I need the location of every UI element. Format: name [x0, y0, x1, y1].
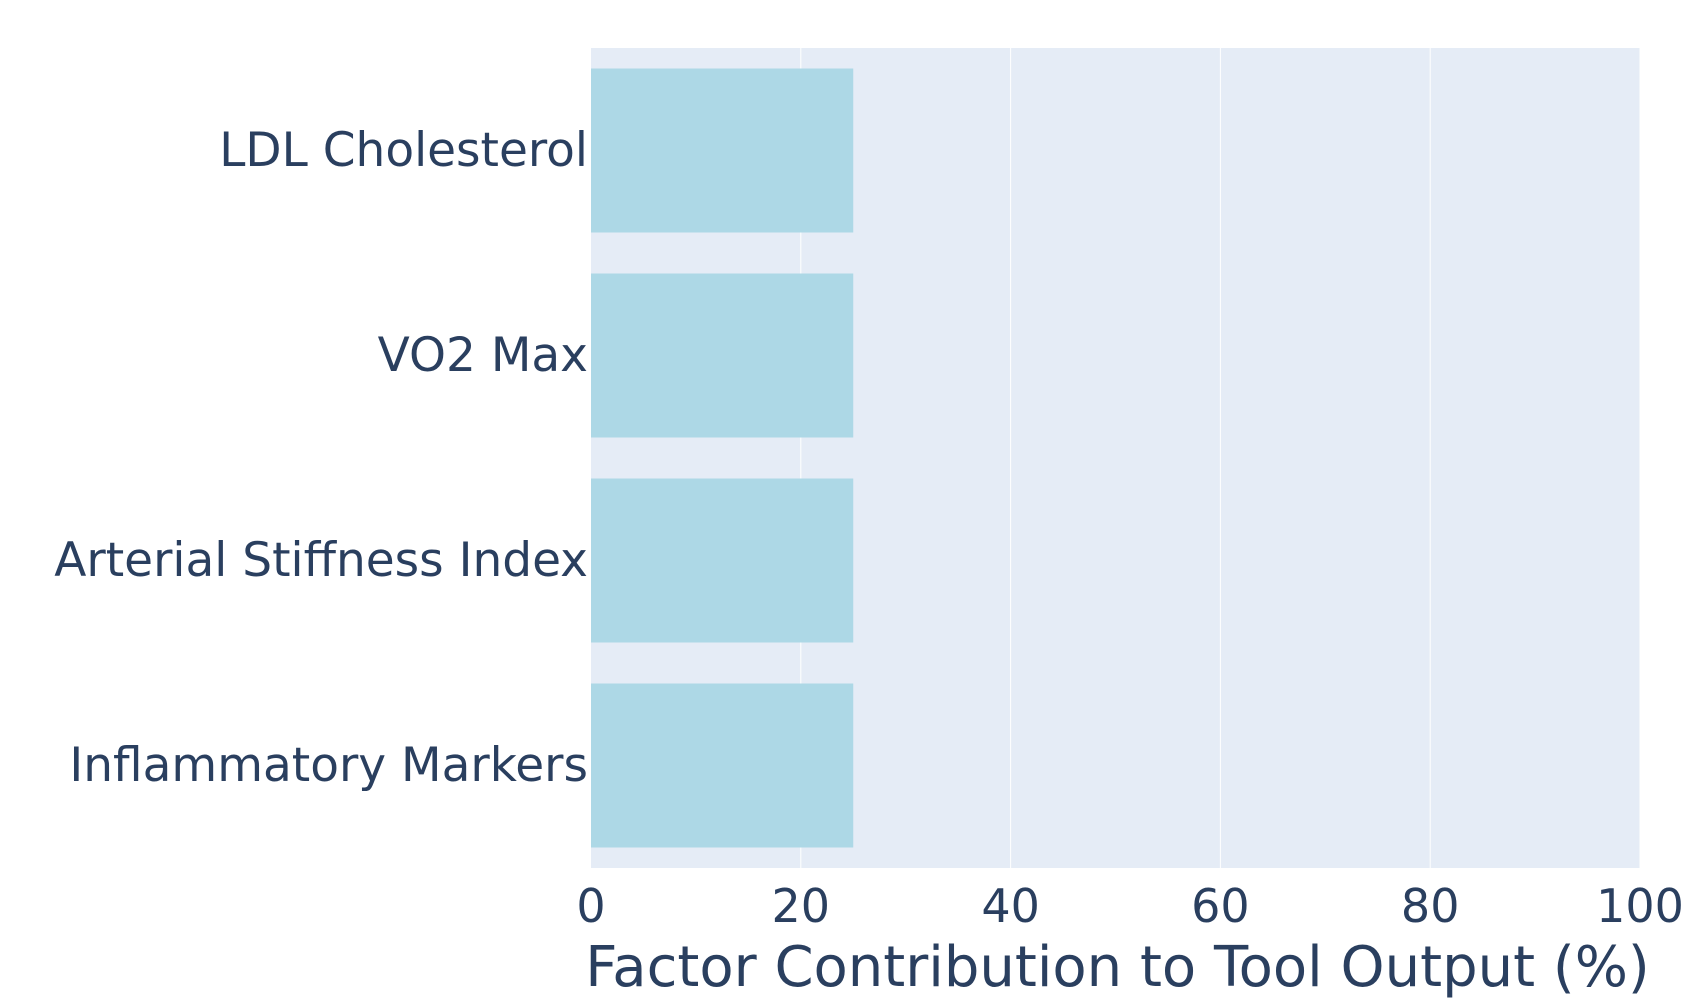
y-tick-label: Arterial Stiffness Index — [54, 533, 588, 588]
x-tick-label: 40 — [981, 879, 1040, 933]
x-tick-label: 20 — [772, 879, 831, 933]
bar — [591, 273, 854, 438]
x-tick-labels: 0 20 40 60 80 100 — [576, 879, 1684, 933]
bar — [591, 478, 854, 643]
x-axis-title: Factor Contribution to Tool Output (%) — [585, 935, 1650, 1000]
x-tick-label: 0 — [576, 879, 605, 933]
y-tick-label: VO2 Max — [378, 328, 588, 383]
x-tick-label: 80 — [1401, 879, 1460, 933]
bar — [591, 68, 854, 233]
y-tick-labels: LDL Cholesterol VO2 Max Arterial Stiffness… — [54, 123, 588, 793]
x-tick-label: 100 — [1596, 879, 1684, 933]
x-tick-label: 60 — [1191, 879, 1250, 933]
bar — [591, 683, 854, 848]
y-tick-label: LDL Cholesterol — [219, 123, 588, 178]
bars — [591, 68, 854, 848]
y-tick-label: Inflammatory Markers — [69, 738, 588, 793]
